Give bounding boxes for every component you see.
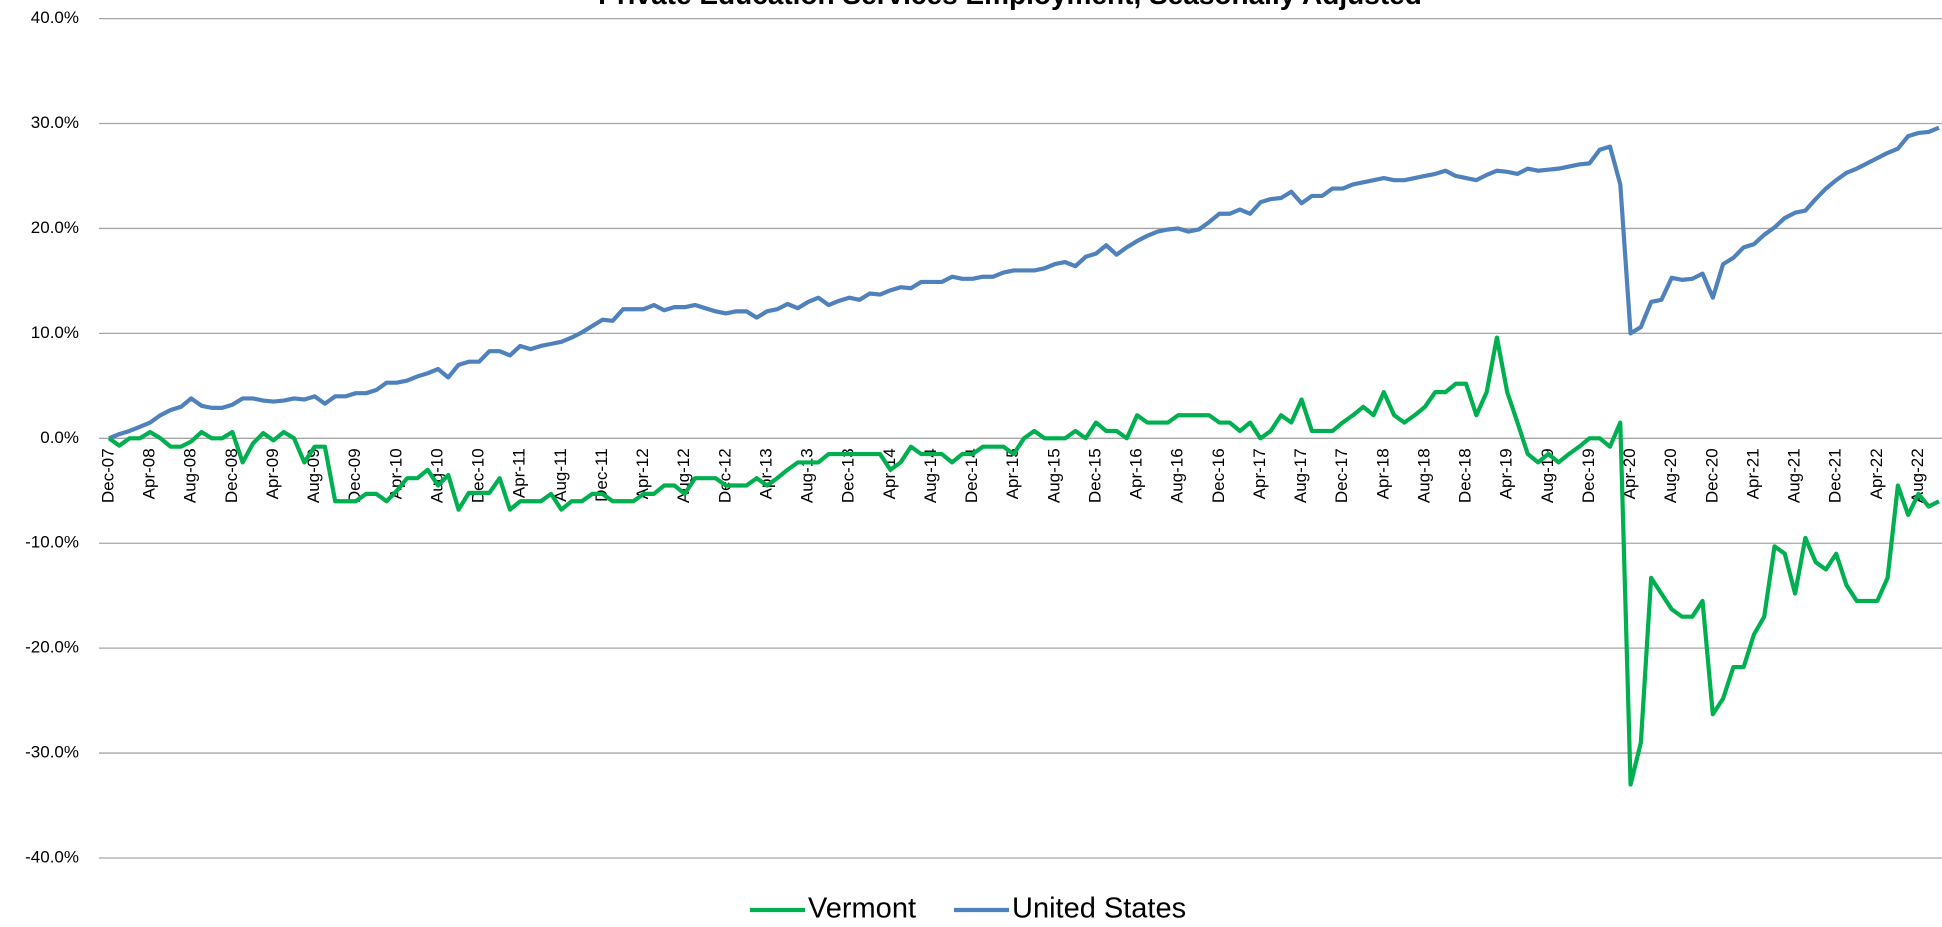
x-tick-label: Aug-15: [1044, 448, 1063, 503]
x-tick-label: Aug-22: [1908, 448, 1927, 503]
x-tick-label: Aug-08: [181, 448, 200, 503]
x-tick-label: Aug-09: [304, 448, 323, 503]
series-line: [107, 335, 1940, 787]
y-tick-label: 30.0%: [31, 113, 79, 132]
x-tick-label: Aug-11: [551, 448, 570, 502]
y-tick-label: -10.0%: [25, 533, 79, 552]
x-tick-label: Aug-21: [1785, 448, 1804, 503]
x-tick-label: Dec-19: [1579, 448, 1598, 503]
x-tick-label: Dec-07: [98, 448, 117, 503]
x-tick-label: Dec-20: [1702, 448, 1721, 503]
x-tick-label: Apr-09: [263, 448, 282, 499]
x-tick-label: Apr-20: [1620, 448, 1639, 499]
x-tick-label: Aug-10: [427, 448, 446, 503]
y-tick-label: 0.0%: [40, 428, 79, 447]
x-tick-label: Aug-20: [1661, 448, 1680, 503]
y-tick-label: -40.0%: [25, 847, 79, 866]
x-tick-label: Apr-18: [1373, 448, 1392, 499]
x-tick-label: Dec-14: [962, 448, 981, 503]
y-tick-label: 40.0%: [31, 8, 79, 27]
x-tick-label: Apr-21: [1743, 448, 1762, 499]
x-tick-label: Dec-08: [222, 448, 241, 503]
legend-label: United States: [1012, 893, 1186, 925]
x-tick-label: Dec-10: [469, 448, 488, 503]
x-tick-label: Dec-11: [592, 448, 611, 502]
x-tick-label: Apr-13: [756, 448, 775, 499]
x-tick-label: Aug-18: [1414, 448, 1433, 503]
x-tick-label: Apr-15: [1003, 448, 1022, 499]
x-tick-label: Dec-09: [345, 448, 364, 503]
x-tick-label: Apr-11: [510, 448, 529, 498]
series-line: [108, 125, 1940, 441]
legend-label: Vermont: [808, 893, 916, 925]
x-tick-label: Dec-12: [715, 448, 734, 503]
x-tick-label: Aug-19: [1538, 448, 1557, 503]
y-tick-label: 10.0%: [31, 323, 79, 342]
x-tick-label: Apr-19: [1497, 448, 1516, 499]
x-tick-label: Dec-16: [1209, 448, 1228, 503]
y-tick-label: -20.0%: [25, 638, 79, 657]
x-tick-label: Apr-22: [1867, 448, 1886, 499]
x-tick-label: Dec-13: [839, 448, 858, 503]
x-tick-label: Apr-16: [1127, 448, 1146, 499]
x-tick-label: Aug-13: [798, 448, 817, 503]
x-tick-label: Apr-17: [1250, 448, 1269, 499]
x-tick-label: Aug-14: [921, 448, 940, 503]
x-tick-label: Aug-16: [1168, 448, 1187, 503]
x-tick-label: Apr-12: [633, 448, 652, 499]
y-tick-label: 20.0%: [31, 218, 79, 237]
x-tick-label: Dec-15: [1085, 448, 1104, 503]
x-tick-label: Dec-17: [1332, 448, 1351, 503]
y-tick-label: -30.0%: [25, 743, 79, 762]
x-tick-label: Dec-18: [1456, 448, 1475, 503]
x-tick-label: Apr-08: [140, 448, 159, 499]
x-tick-label: Dec-21: [1826, 448, 1845, 503]
x-tick-label: Aug-17: [1291, 448, 1310, 503]
chart-title: Private Education Services Employment, S…: [598, 0, 1422, 10]
